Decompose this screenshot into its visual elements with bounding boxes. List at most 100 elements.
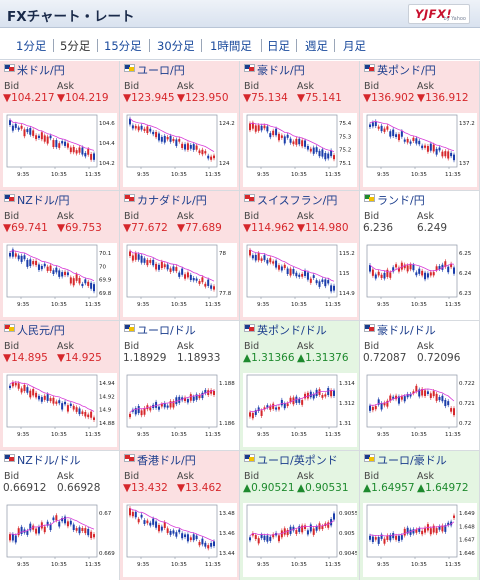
y-tick-label: 75.2 — [339, 148, 351, 154]
x-tick-label: 10:35 — [171, 432, 187, 438]
rate-cell[interactable]: スイスフラン/円 Bid Ask ▼114.962 ▼114.980 115.2 115 11… — [240, 191, 360, 321]
mini-chart[interactable]: 104.6 104.4 104.2 9:35 10:35 11:35 — [3, 113, 117, 187]
bid-label: Bid — [124, 81, 140, 92]
rate-cell[interactable]: 人民元/円 Bid Ask ▼14.895 ▼14.925 14.94 14.92 14.9 1… — [0, 321, 120, 451]
rate-cell[interactable]: カナダドル/円 Bid Ask ▼77.672 ▼77.689 78 77.8 9:35 10:… — [120, 191, 240, 321]
mini-chart[interactable]: 124.2 124 9:35 10:35 11:35 — [123, 113, 237, 187]
pair-name[interactable]: NZドル/ドル — [17, 454, 81, 467]
tab-30min[interactable]: 30分足 — [157, 39, 195, 53]
rate-cell[interactable]: 豪ドル/円 Bid Ask ▼75.134 ▼75.141 75.4 75.3 75.2 75.… — [240, 61, 360, 191]
x-tick-label: 10:35 — [51, 562, 67, 568]
logo-text: YJFX! — [415, 7, 453, 21]
bid-value: ▼104.217 — [3, 92, 55, 104]
pair-name[interactable]: ランド/円 — [377, 194, 425, 207]
pair-name[interactable]: 米ドル/円 — [17, 64, 65, 77]
rate-cell[interactable]: ランド/円 Bid Ask 6.236 6.249 6.25 6.24 6.23 9:35 10:… — [360, 191, 480, 321]
ask-value: ▼123.950 — [177, 92, 229, 104]
x-tick-label: 9:35 — [17, 562, 30, 568]
y-tick-label: 0.72 — [459, 421, 471, 427]
tab-monthly[interactable]: 月足 — [343, 39, 366, 53]
rate-cell[interactable]: 米ドル/円 Bid Ask ▼104.217 ▼104.219 104.6 104.4 104… — [0, 61, 120, 191]
pair-name[interactable]: NZドル/円 — [17, 194, 70, 207]
mini-chart[interactable]: 14.94 14.92 14.9 14.88 9:35 10:35 11:35 — [3, 373, 117, 447]
bid-value: 0.72087 — [363, 352, 407, 364]
mini-chart[interactable]: 1.649 1.648 1.647 1.646 9:35 10:35 11:35 — [363, 503, 477, 577]
y-tick-label: 1.31 — [339, 421, 351, 427]
bid-label: Bid — [244, 341, 260, 352]
x-tick-label: 9:35 — [257, 432, 270, 438]
pair-name[interactable]: 豪ドル/ドル — [377, 324, 436, 337]
ask-value: 1.18933 — [177, 352, 221, 364]
ask-label: Ask — [417, 341, 434, 352]
mini-chart[interactable]: 0.9055 0.905 0.9045 9:35 10:35 11:35 — [243, 503, 357, 577]
mini-chart[interactable]: 78 77.8 9:35 10:35 11:35 — [123, 243, 237, 317]
tab-daily[interactable]: 日足 — [267, 39, 290, 53]
rate-cell[interactable]: 英ポンド/ドル Bid Ask ▲1.31366 ▲1.31376 1.314 1.312 1… — [240, 321, 360, 451]
pair-name[interactable]: 香港ドル/円 — [137, 454, 196, 467]
pair-name[interactable]: 豪ドル/円 — [257, 64, 305, 77]
tab-separator — [97, 39, 98, 52]
pair-name[interactable]: ユーロ/豪ドル — [377, 454, 447, 467]
tab-weekly[interactable]: 週足 — [305, 39, 328, 53]
ask-label: Ask — [177, 211, 194, 222]
tab-5min[interactable]: 5分足 — [60, 39, 91, 53]
bid-value: ▼123.945 — [123, 92, 175, 104]
mini-chart[interactable]: 137.2 137 9:35 10:35 11:35 — [363, 113, 477, 187]
rate-cell[interactable]: ユーロ/円 Bid Ask ▼123.945 ▼123.950 124.2 124 9:35 1… — [120, 61, 240, 191]
pair-name[interactable]: ユーロ/英ポンド — [257, 454, 338, 467]
mini-chart[interactable]: 75.4 75.3 75.2 75.1 9:35 10:35 11:35 — [243, 113, 357, 187]
x-tick-label: 9:35 — [17, 172, 30, 178]
y-tick-label: 1.314 — [339, 381, 355, 387]
rate-cell[interactable]: 英ポンド/円 Bid Ask ▼136.902 ▼136.912 137.2 137 9:35… — [360, 61, 480, 191]
y-tick-label: 124.2 — [219, 121, 235, 127]
rate-cell[interactable]: ユーロ/英ポンド Bid Ask ▲0.90521 ▲0.90531 0.9055 0.90… — [240, 451, 360, 580]
y-tick-label: 14.88 — [99, 421, 115, 427]
rate-cell[interactable]: 香港ドル/円 Bid Ask ▼13.432 ▼13.462 13.48 13.46 13.4… — [120, 451, 240, 580]
tab-15min[interactable]: 15分足 — [104, 39, 142, 53]
rate-cell[interactable]: ユーロ/豪ドル Bid Ask ▲1.64957 ▲1.64972 1.649 1.648 1… — [360, 451, 480, 580]
tab-1hour[interactable]: 1時間足 — [210, 39, 252, 53]
y-tick-label: 1.646 — [459, 551, 475, 557]
pair-name[interactable]: 人民元/円 — [17, 324, 65, 337]
pair-name[interactable]: 英ポンド/ドル — [257, 324, 327, 337]
ask-label: Ask — [417, 211, 434, 222]
mini-chart[interactable]: 1.314 1.312 1.31 9:35 10:35 11:35 — [243, 373, 357, 447]
pair-name[interactable]: 英ポンド/円 — [377, 64, 436, 77]
ask-label: Ask — [177, 471, 194, 482]
y-tick-label: 104.2 — [99, 161, 115, 167]
tab-1min[interactable]: 1分足 — [16, 39, 47, 53]
pair-name[interactable]: スイスフラン/円 — [257, 194, 338, 207]
mini-chart[interactable]: 70.1 70 69.9 69.8 9:35 10:35 11:35 — [3, 243, 117, 317]
pair-name[interactable]: カナダドル/円 — [137, 194, 207, 207]
y-tick-label: 13.44 — [219, 551, 235, 557]
ask-value: 0.66928 — [57, 482, 101, 494]
y-tick-label: 137 — [459, 161, 470, 167]
y-tick-label: 78 — [219, 251, 226, 257]
tab-separator — [149, 39, 150, 52]
mini-chart[interactable]: 6.25 6.24 6.23 9:35 10:35 11:35 — [363, 243, 477, 317]
mini-chart[interactable]: 1.188 1.186 9:35 10:35 11:35 — [123, 373, 237, 447]
pair-name[interactable]: ユーロ/円 — [137, 64, 185, 77]
rate-cell[interactable]: ユーロ/ドル Bid Ask 1.18929 1.18933 1.188 1.186 9:35… — [120, 321, 240, 451]
ask-label: Ask — [297, 81, 314, 92]
y-tick-label: 6.24 — [459, 271, 472, 277]
mini-chart[interactable]: 115.2 115 114.9 9:35 10:35 11:35 — [243, 243, 357, 317]
eu-flag-icon — [124, 324, 135, 332]
rate-grid: 米ドル/円 Bid Ask ▼104.217 ▼104.219 104.6 104.4 104… — [0, 61, 480, 580]
mini-chart[interactable]: 13.48 13.46 13.44 9:35 10:35 11:35 — [123, 503, 237, 577]
mini-chart[interactable]: 0.67 0.669 9:35 10:35 11:35 — [3, 503, 117, 577]
rate-cell[interactable]: NZドル/円 Bid Ask ▼69.741 ▼69.753 70.1 70 69.9 69.8… — [0, 191, 120, 321]
y-tick-label: 1.649 — [459, 511, 475, 517]
x-tick-label: 10:35 — [411, 172, 427, 178]
rate-cell[interactable]: NZドル/ドル Bid Ask 0.66912 0.66928 0.67 0.669 9:35… — [0, 451, 120, 580]
tab-separator — [53, 39, 54, 52]
au-flag-icon — [364, 324, 375, 332]
au-flag-icon — [244, 64, 255, 72]
y-tick-label: 137.2 — [459, 121, 475, 127]
x-tick-label: 10:35 — [411, 432, 427, 438]
mini-chart[interactable]: 0.722 0.721 0.72 9:35 10:35 11:35 — [363, 373, 477, 447]
pair-name[interactable]: ユーロ/ドル — [137, 324, 196, 337]
rate-cell[interactable]: 豪ドル/ドル Bid Ask 0.72087 0.72096 0.722 0.721 0.72… — [360, 321, 480, 451]
x-tick-label: 11:35 — [445, 432, 461, 438]
yjfx-logo[interactable]: YJFX! by Yahoo — [408, 4, 470, 24]
